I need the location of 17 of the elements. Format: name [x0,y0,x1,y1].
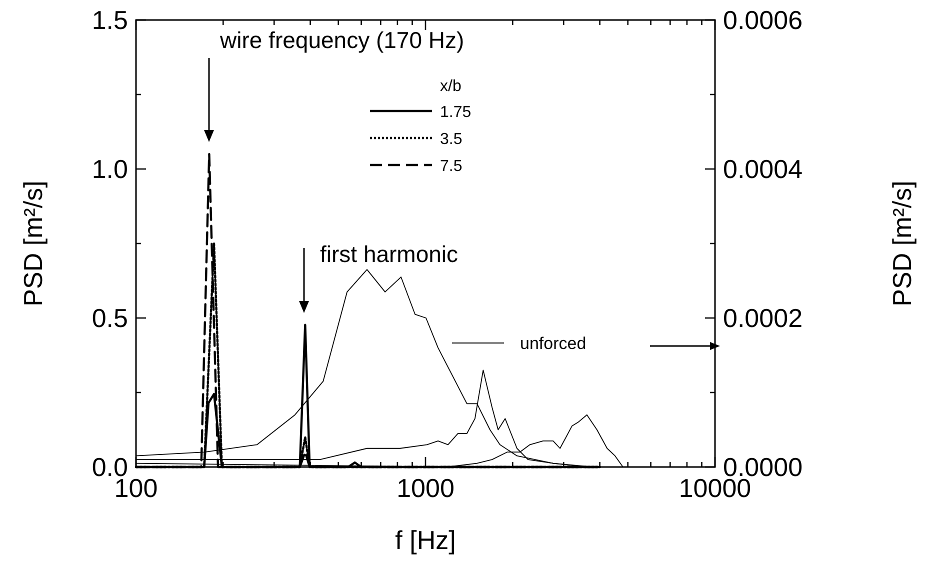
y-axis-title: PSD [m²/s] [18,180,48,306]
legend-label: 7.5 [440,158,462,175]
annotation: wire frequency (170 Hz) [219,27,464,53]
y2-tick-label: 0.0004 [723,154,803,184]
y2-tick-label: 0.0002 [723,303,803,333]
y-tick-label: 1.0 [92,154,128,184]
annotation: unforced [520,334,586,353]
y-tick-label: 0.5 [92,303,128,333]
y2-tick-label: 0.0006 [723,5,803,35]
x-axis-title: f [Hz] [395,525,456,555]
legend-title: x/b [440,78,462,95]
legend-label: 3.5 [440,131,462,148]
y-tick-label: 1.5 [92,5,128,35]
legend-label: 1.75 [440,104,472,121]
x-tick-label: 1000 [396,473,454,503]
y2-axis-title: PSD [m²/s] [887,180,917,306]
annotation: first harmonic [320,241,458,267]
